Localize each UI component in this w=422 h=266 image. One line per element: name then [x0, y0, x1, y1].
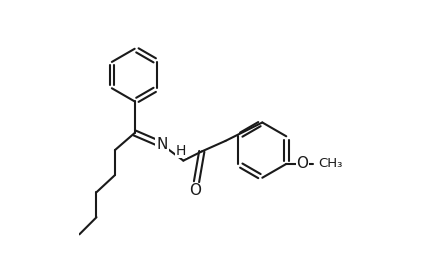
Text: CH₃: CH₃ — [318, 157, 342, 171]
Text: N: N — [157, 137, 168, 152]
Text: O: O — [189, 184, 201, 198]
Text: H: H — [176, 144, 187, 158]
Text: O: O — [297, 156, 308, 171]
